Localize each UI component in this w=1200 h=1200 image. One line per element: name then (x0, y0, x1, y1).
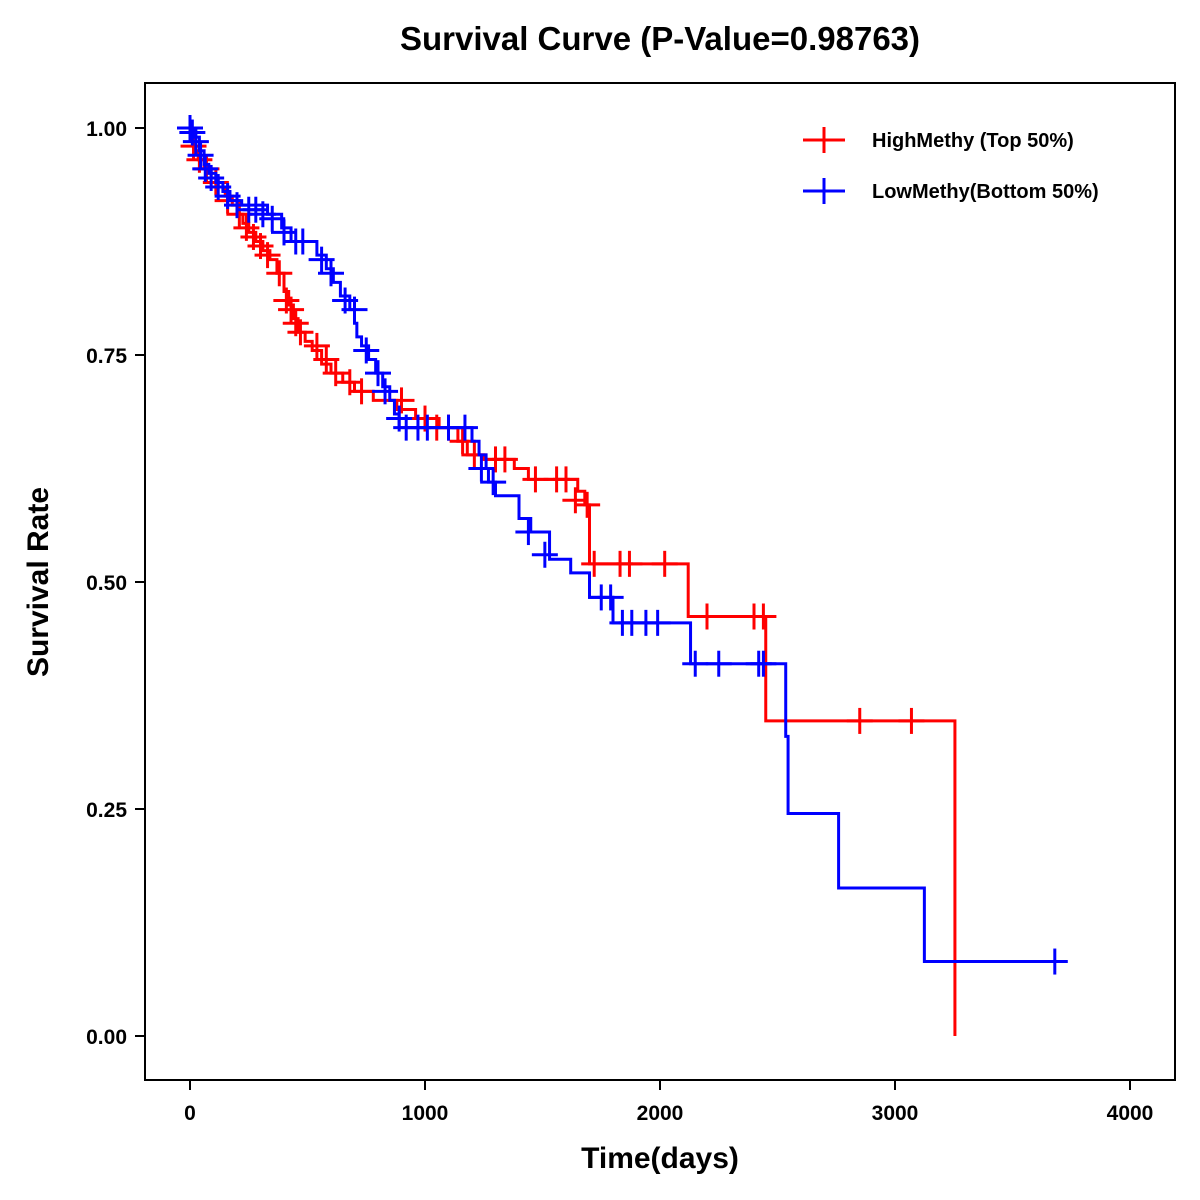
legend: HighMethy (Top 50%) LowMethy(Bottom 50%) (803, 127, 1099, 204)
x-tick-label: 4000 (1107, 1102, 1154, 1125)
censor-mark (898, 707, 925, 734)
chart-title: Survival Curve (P-Value=0.98763) (400, 20, 920, 57)
censor-mark (224, 192, 250, 219)
y-axis-label: Survival Rate (22, 487, 55, 677)
y-axis: 0.00 0.25 0.50 0.75 1.00 (86, 118, 145, 1049)
censor-mark (694, 603, 720, 630)
censor-mark (278, 296, 305, 323)
censor-mark (318, 260, 344, 287)
censor-mark (322, 360, 349, 387)
censor-mark (187, 142, 214, 169)
censor-mark (1041, 948, 1068, 975)
censor-mark (313, 346, 340, 373)
censor-mark (182, 128, 209, 155)
legend-key-low (803, 178, 845, 204)
plot-panel (144, 82, 1176, 1081)
censor-mark (515, 519, 542, 546)
censor-mark (651, 550, 678, 577)
survival-curve-high (190, 126, 957, 1036)
censor-mark (581, 550, 608, 577)
y-tick-label: 0.00 (86, 1026, 127, 1049)
censor-mark (750, 650, 777, 677)
censor-mark (365, 360, 391, 387)
censor-mark (644, 609, 671, 636)
censor-mark (750, 603, 777, 630)
censor-mark (574, 491, 601, 518)
censor-mark (553, 466, 579, 493)
censor-mark (562, 487, 589, 514)
censor-mark (353, 337, 380, 364)
censor-mark (266, 260, 293, 287)
legend-label-high: HighMethy (Top 50%) (872, 130, 1074, 152)
censor-mark (177, 115, 203, 141)
censor-mark (254, 242, 281, 269)
x-tick-label: 1000 (402, 1102, 449, 1125)
y-tick-label: 0.50 (86, 572, 127, 595)
censor-mark (480, 469, 507, 496)
censor-mark (348, 378, 375, 405)
legend-key-high (803, 127, 845, 153)
censor-mark (616, 550, 643, 577)
censor-mark (597, 584, 624, 611)
survival-curve-low (190, 126, 1055, 964)
y-tick-label: 0.25 (86, 799, 127, 822)
x-tick-label: 0 (184, 1102, 196, 1125)
curves-layer (177, 115, 1068, 1036)
censor-mark (491, 446, 518, 473)
censor-mark (372, 378, 399, 405)
censor-mark (451, 414, 478, 441)
censor-mark (287, 319, 314, 346)
censor-mark (705, 650, 732, 677)
censor-mark (341, 296, 368, 323)
y-tick-label: 0.75 (86, 345, 127, 368)
censor-mark (308, 246, 335, 273)
censor-mark (468, 455, 495, 482)
censor-mark (289, 228, 316, 255)
x-axis-label: Time(days) (581, 1142, 739, 1175)
censor-mark (242, 196, 269, 223)
censor-mark (531, 541, 558, 568)
x-tick-label: 3000 (872, 1102, 919, 1125)
censor-mark (846, 707, 873, 734)
legend-label-low: LowMethy(Bottom 50%) (872, 181, 1099, 203)
y-tick-label: 1.00 (86, 118, 127, 141)
censor-mark (682, 650, 709, 677)
censor-mark (259, 205, 286, 232)
x-tick-label: 2000 (637, 1102, 684, 1125)
censor-mark (303, 332, 330, 359)
x-axis: 0 1000 2000 3000 4000 (184, 1080, 1153, 1125)
